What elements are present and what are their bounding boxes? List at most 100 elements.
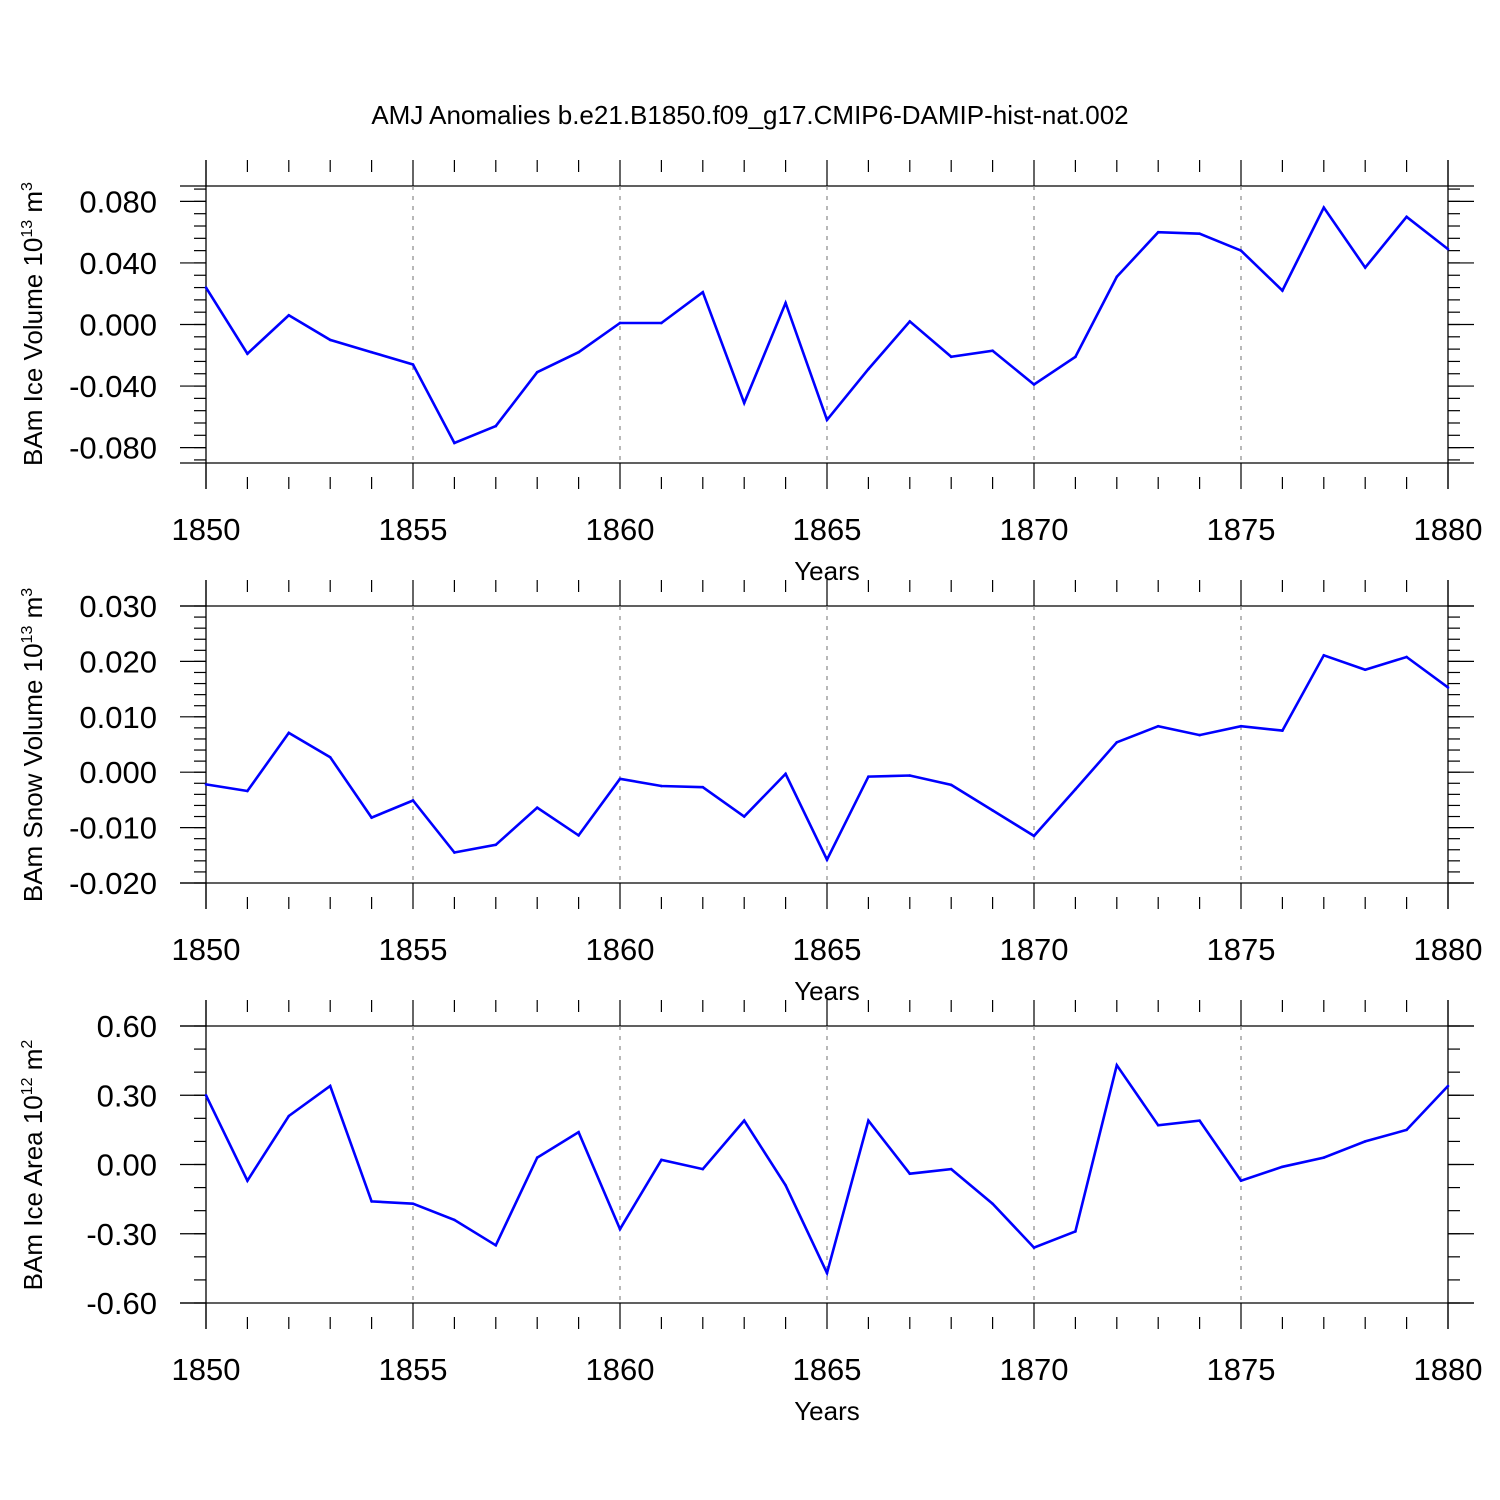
x-tick-label: 1865 [793, 512, 862, 547]
data-point [991, 1202, 994, 1206]
x-tick-label: 1875 [1207, 512, 1276, 547]
chart-title: AMJ Anomalies b.e21.B1850.f09_g17.CMIP6-… [371, 100, 1128, 130]
data-point [1446, 1084, 1450, 1088]
data-point [991, 349, 994, 352]
panel-2: 1850 1855 1860 1865 1870 1875 1880Years-0.020-… [18, 580, 1482, 1006]
y-axis-title-unit-exponent: 2 [19, 1040, 36, 1049]
data-point [1281, 729, 1284, 732]
data-point [1446, 247, 1450, 251]
data-point [494, 1243, 498, 1247]
data-point [949, 1167, 953, 1171]
data-point [1115, 740, 1119, 744]
y-tick-label: 0.040 [79, 246, 157, 281]
data-point [1074, 355, 1077, 359]
data-point [1405, 215, 1408, 219]
data-point [535, 806, 539, 809]
data-point [1446, 686, 1450, 689]
data-point [411, 1202, 415, 1206]
x-tick-label: 1850 [172, 1352, 241, 1387]
data-point [784, 772, 787, 776]
data-point [1281, 1165, 1284, 1169]
data-point [949, 355, 953, 359]
y-tick-label: -0.30 [86, 1217, 157, 1252]
data-point [908, 320, 912, 323]
y-axis-title-unit-exponent: 3 [19, 182, 36, 191]
data-point [246, 1179, 249, 1182]
data-point [328, 338, 332, 342]
data-point [204, 1093, 208, 1097]
x-tick-label: 1850 [172, 512, 241, 547]
y-axis-title-text: BAm Snow Volume 10 [18, 643, 48, 902]
y-axis-title-exponent: 12 [19, 1077, 36, 1095]
data-point [867, 1119, 870, 1122]
data-point [494, 424, 498, 428]
data-point [742, 1119, 746, 1122]
data-point [784, 1183, 787, 1187]
data-point [1198, 733, 1201, 737]
x-tick-label: 1870 [1000, 1352, 1069, 1387]
data-point [701, 1167, 705, 1171]
x-tick-label: 1880 [1414, 932, 1483, 967]
x-tick-label: 1855 [379, 1352, 448, 1387]
data-point [411, 363, 415, 366]
data-point [577, 834, 580, 837]
data-point [535, 1156, 539, 1159]
data-point [411, 799, 415, 802]
data-point [742, 401, 746, 405]
data-point [1239, 249, 1243, 252]
data-point [1322, 206, 1326, 209]
y-tick-label: 0.30 [97, 1078, 157, 1113]
data-point [825, 418, 829, 422]
data-point [1239, 1179, 1243, 1182]
data-point [287, 1114, 291, 1118]
data-point [1363, 1140, 1367, 1143]
x-tick-label: 1870 [1000, 932, 1069, 967]
y-axis-title: BAm Snow Volume 1013 m3 [18, 588, 48, 902]
data-point [1363, 668, 1367, 672]
x-tick-label: 1860 [586, 932, 655, 967]
y-axis-title: BAm Ice Area 1012 m2 [18, 1040, 48, 1291]
data-point [577, 350, 580, 354]
y-axis-title-exponent: 13 [19, 220, 36, 238]
data-point [908, 1172, 912, 1176]
y-axis-title-exponent: 13 [19, 626, 36, 644]
y-axis-title-text: BAm Ice Volume 10 [18, 238, 48, 466]
data-point [1322, 1156, 1326, 1159]
y-tick-label: -0.040 [69, 369, 157, 404]
data-point [660, 1158, 663, 1162]
data-point [287, 731, 291, 735]
data-point [618, 1227, 622, 1231]
data-point [784, 301, 787, 305]
data-point [1156, 1123, 1160, 1127]
data-point [1405, 1128, 1408, 1132]
x-tick-label: 1850 [172, 932, 241, 967]
y-axis-title-unit: m [18, 191, 48, 220]
data-point [287, 313, 291, 317]
data-point [370, 816, 373, 819]
y-axis-title-unit-exponent: 3 [19, 588, 36, 597]
y-tick-label: 0.000 [79, 308, 157, 343]
y-axis-title-unit: m [18, 597, 48, 626]
data-point [1281, 289, 1284, 292]
data-point [370, 1200, 373, 1203]
data-point [204, 286, 208, 289]
data-point [660, 784, 663, 788]
y-axis-title-text: BAm Ice Area 10 [18, 1095, 48, 1290]
data-point [1074, 788, 1077, 791]
data-point [1363, 266, 1367, 269]
data-point [1405, 655, 1408, 659]
data-point [1156, 724, 1160, 728]
y-tick-label: -0.60 [86, 1286, 157, 1321]
data-point [1156, 230, 1160, 234]
data-point [328, 755, 332, 759]
data-point [1115, 1063, 1119, 1067]
data-point [1198, 232, 1201, 236]
x-tick-label: 1855 [379, 932, 448, 967]
panel-3: 1850 1855 1860 1865 1870 1875 1880 Years -0.60 -0… [18, 1000, 1482, 1426]
x-tick-label: 1860 [586, 512, 655, 547]
data-point [825, 858, 829, 862]
data-point [535, 370, 539, 374]
y-tick-label: 0.000 [79, 755, 157, 790]
data-point [204, 783, 208, 786]
